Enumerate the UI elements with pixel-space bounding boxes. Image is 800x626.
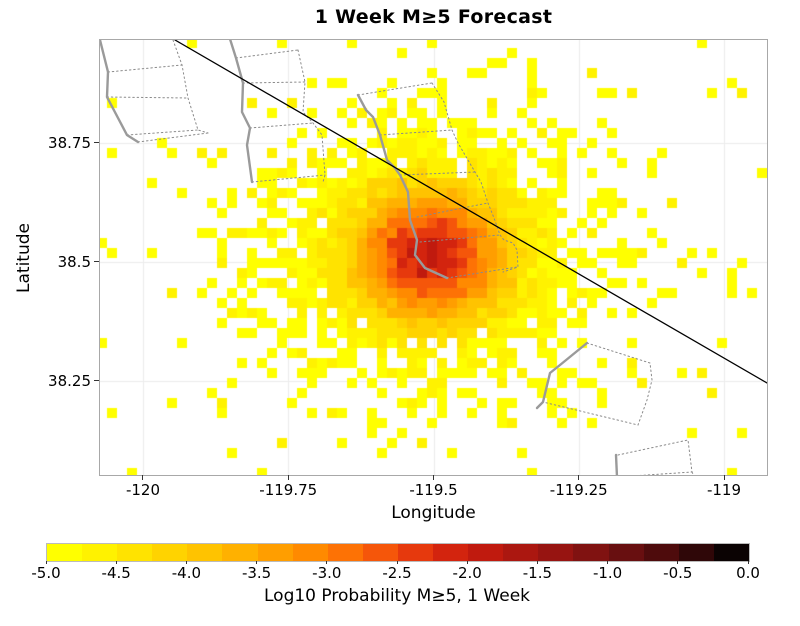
colorbar-tick [466,561,468,564]
x-tick [142,475,144,480]
x-tick-label: -119 [706,481,742,499]
colorbar-tick [45,561,47,564]
x-tick [287,475,289,480]
y-tick-label: 38.25 [48,371,91,390]
x-tick-label: -119.75 [259,481,318,499]
colorbar-tick [677,561,679,564]
y-tick-label: 38.5 [57,252,91,271]
colorbar-tick [185,561,187,564]
chart-title: 1 Week M≥5 Forecast [314,6,553,28]
colorbar-segment [222,544,258,561]
colorbar-segment [187,544,223,561]
colorbar-tick [256,561,258,564]
colorbar-segment [433,544,469,561]
colorbar-segment [257,544,293,561]
colorbar-tick-label: -4.0 [171,564,202,582]
colorbar-tick-label: -3.5 [241,564,272,582]
colorbar-segment [327,544,363,561]
colorbar-segment [47,544,83,561]
x-tick [433,475,434,480]
y-tick-label: 38.75 [48,133,91,152]
y-axis-label: Latitude [14,223,34,293]
colorbar-segment [608,544,644,561]
x-tick [578,475,580,480]
colorbar-segment [503,544,539,561]
x-tick-label: -119.25 [549,481,608,499]
y-tick [94,142,99,144]
x-tick [723,475,725,480]
y-tick [94,261,99,263]
colorbar-tick [747,561,749,564]
colorbar-segment [538,544,574,561]
colorbar-tick-label: -5.0 [31,564,61,582]
colorbar-tick-label: -4.5 [101,564,131,582]
colorbar-segment [152,544,188,561]
colorbar-tick [326,561,328,564]
colorbar-label: Log10 Probability M≥5, 1 Week [264,586,530,606]
map-plot-area [99,39,768,476]
colorbar-tick [607,561,609,564]
colorbar-segment [678,544,714,561]
colorbar-segment [117,544,153,561]
colorbar-segment [468,544,504,561]
colorbar-tick [115,561,117,564]
colorbar-tick-label: -2.5 [382,564,412,582]
x-axis-label: Longitude [391,503,476,523]
colorbar [46,543,750,562]
colorbar-segment [713,544,749,561]
colorbar-tick-label: -1.0 [592,564,623,582]
x-tick-label: -120 [125,481,161,499]
colorbar-tick-label: 0.0 [736,564,760,582]
colorbar-segment [362,544,398,561]
colorbar-tick [536,561,538,564]
colorbar-tick-label: -2.0 [452,564,482,582]
y-tick [94,380,99,382]
colorbar-tick-label: -0.5 [663,564,693,582]
colorbar-tick [396,561,398,564]
x-tick-label: -119.5 [409,481,458,499]
colorbar-segment [82,544,118,561]
colorbar-tick-label: -1.5 [522,564,553,582]
colorbar-segment [573,544,609,561]
colorbar-tick-label: -3.0 [312,564,342,582]
probability-heatmap [100,40,767,475]
colorbar-segment [292,544,328,561]
colorbar-segment [643,544,679,561]
colorbar-segment [397,544,434,561]
